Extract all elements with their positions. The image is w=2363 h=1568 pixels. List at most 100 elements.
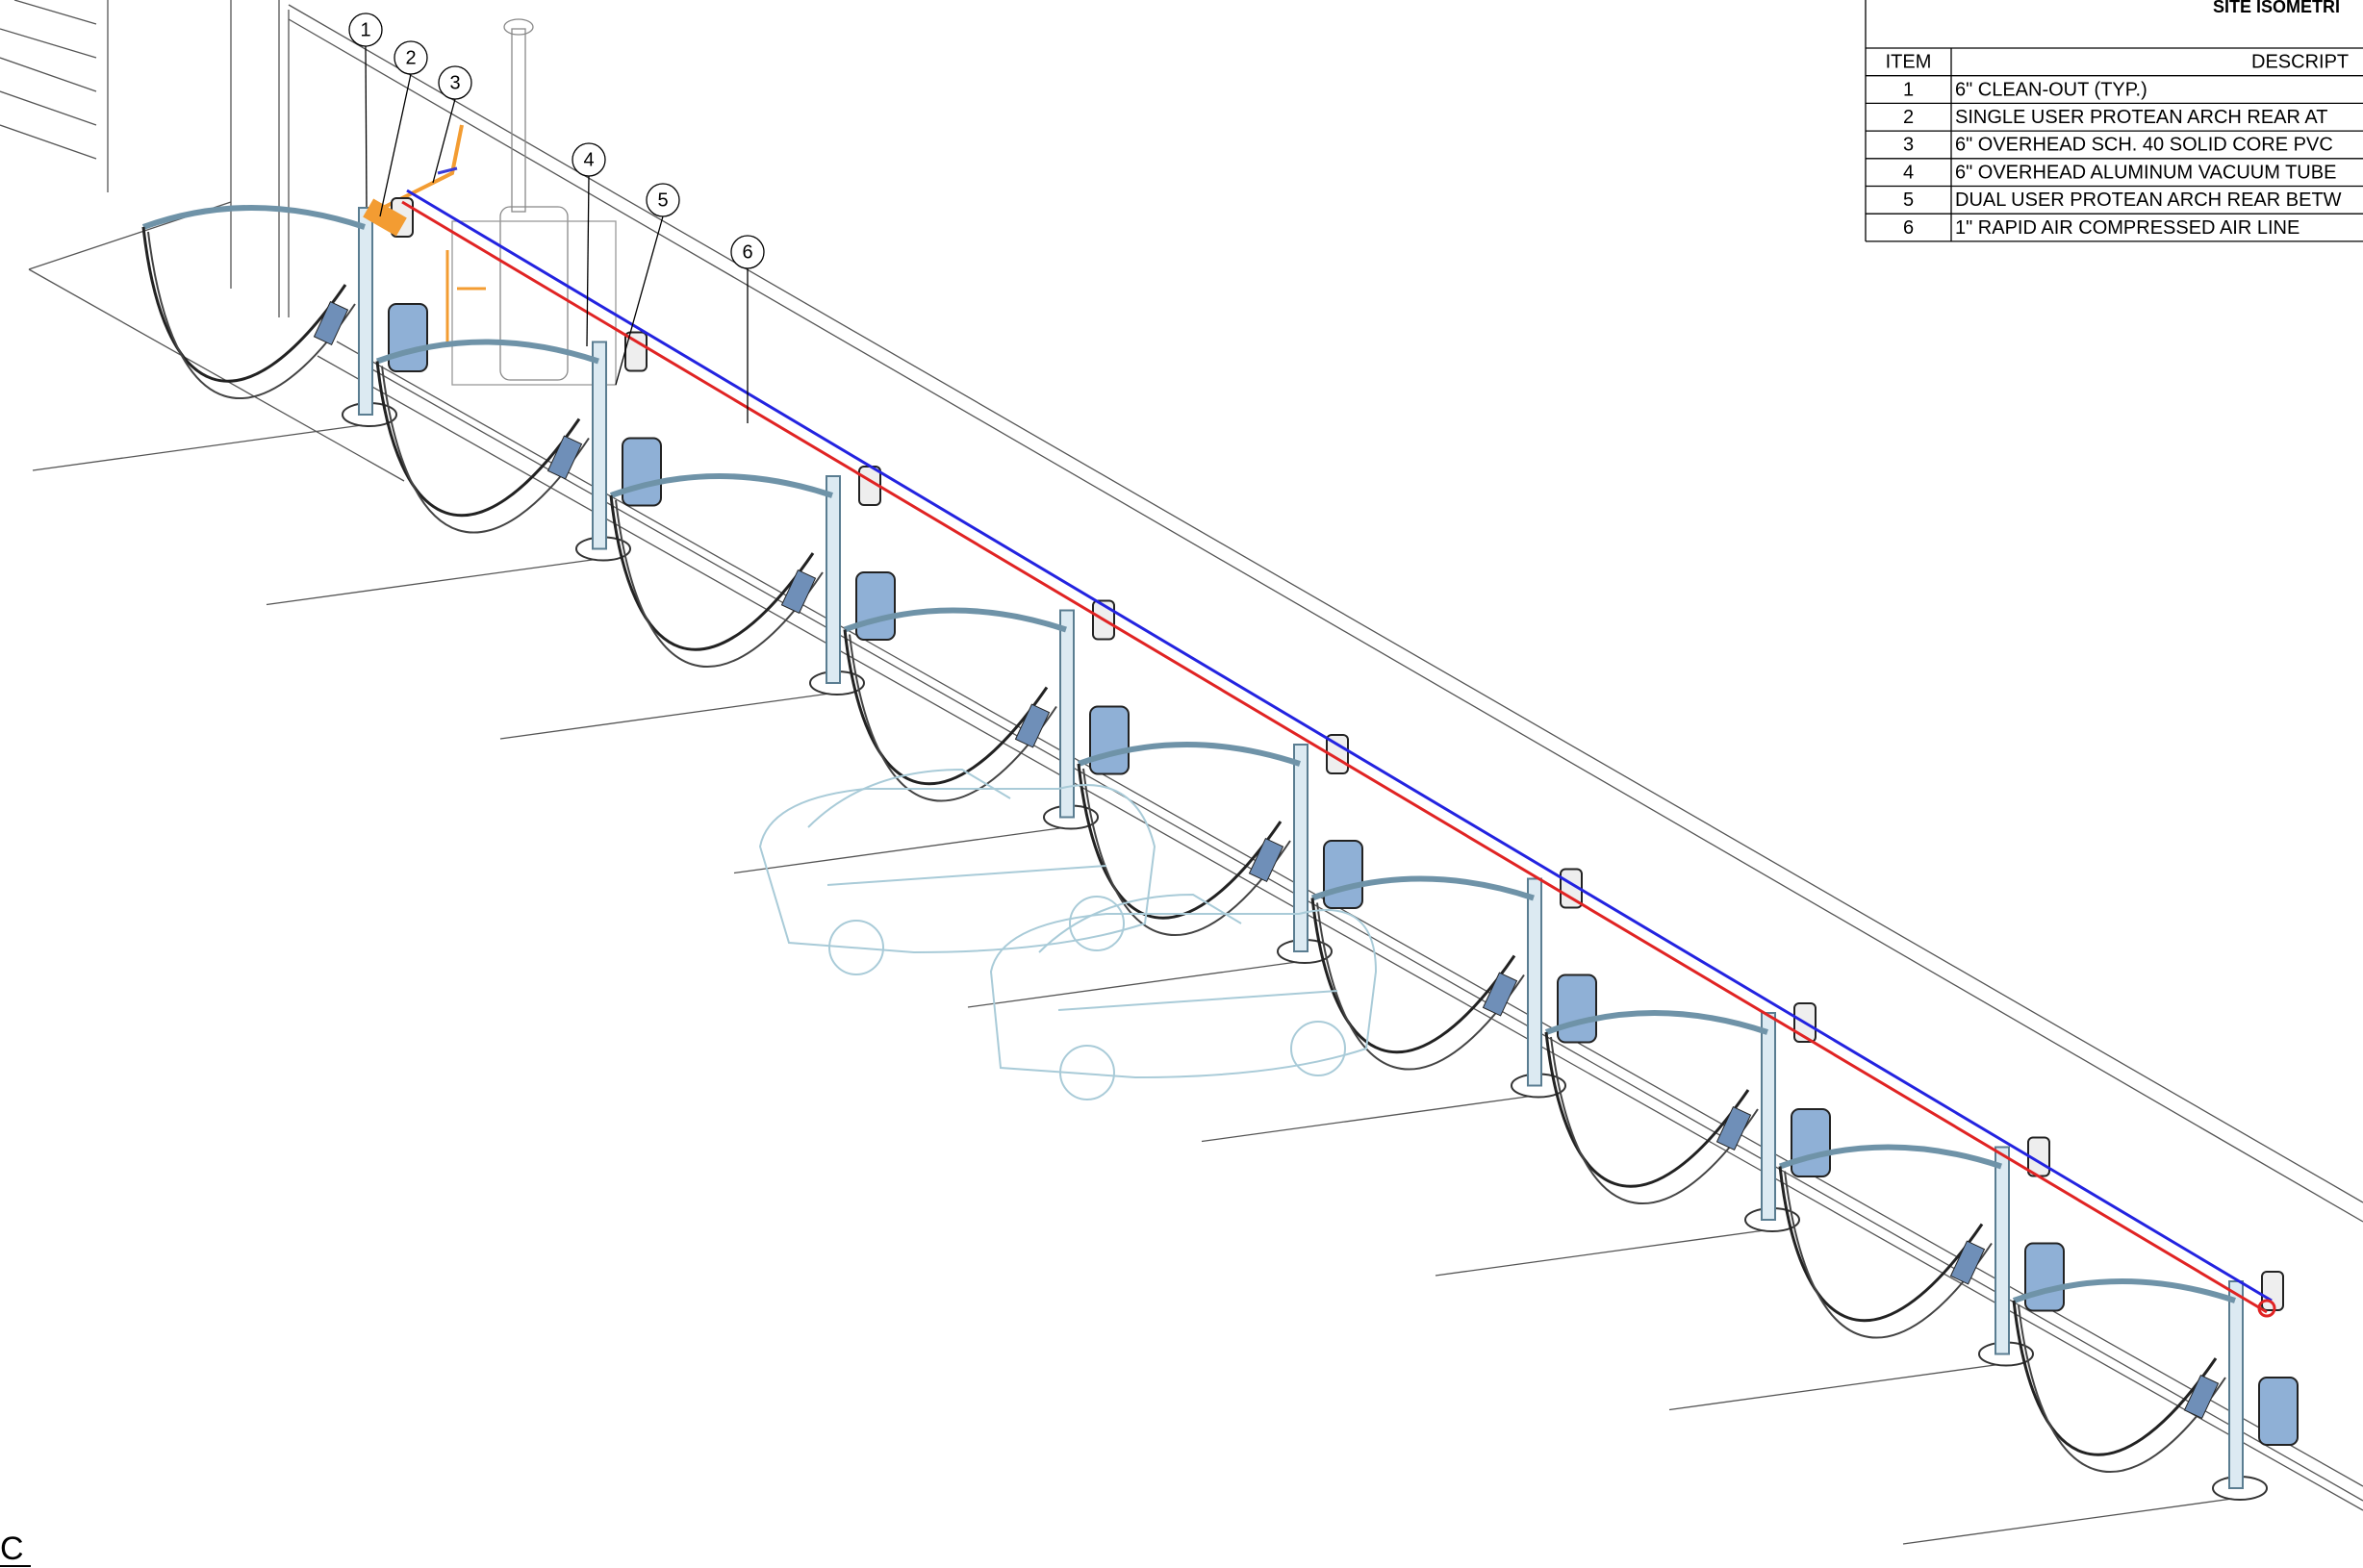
- hose: [141, 226, 347, 383]
- legend-table: SITE ISOMETRI ITEM DESCRIPT 1 6" CLEAN-OUT (…: [1865, 0, 2363, 242]
- separator: [1326, 734, 1349, 774]
- arch: [1310, 875, 1535, 901]
- callout-number: 3: [449, 72, 460, 93]
- vacuum-tube: [406, 189, 2273, 1302]
- pipe-end: [2257, 1299, 2276, 1318]
- post: [1995, 1146, 2010, 1355]
- hose: [1550, 1036, 1759, 1204]
- post: [1761, 1012, 1776, 1221]
- vent: [1482, 972, 1518, 1017]
- hose: [1316, 902, 1525, 1071]
- canister: [855, 571, 896, 641]
- item-number: 6: [1903, 217, 1914, 239]
- item-number: 2: [1903, 107, 1914, 128]
- canister: [388, 303, 428, 372]
- vent: [546, 435, 583, 480]
- arch: [1778, 1144, 2002, 1170]
- post: [358, 207, 373, 416]
- item-number: 1: [1903, 79, 1914, 100]
- canister: [1323, 840, 1363, 909]
- arch: [609, 473, 833, 498]
- vent: [1715, 1105, 1752, 1151]
- hose: [147, 231, 356, 399]
- table-title: SITE ISOMETRI: [2213, 0, 2340, 16]
- leader: [432, 98, 456, 184]
- leader: [586, 175, 590, 347]
- canister: [622, 437, 662, 507]
- hose: [609, 494, 815, 651]
- pipes: [363, 189, 2276, 1318]
- item-description: SINGLE USER PROTEAN ARCH REAR AT: [1955, 107, 2328, 128]
- hose: [2018, 1304, 2226, 1473]
- vacuum-stations: [32, 197, 2299, 1545]
- item-number: 3: [1903, 135, 1914, 156]
- callout-bubble: [572, 142, 606, 177]
- item-number: 5: [1903, 190, 1914, 211]
- arch: [1077, 742, 1301, 767]
- canister: [2258, 1377, 2299, 1446]
- item-number: 4: [1903, 162, 1914, 183]
- arch: [1544, 1010, 1768, 1035]
- hose: [381, 366, 590, 534]
- arch: [141, 205, 366, 230]
- vent: [313, 300, 349, 346]
- callout-bubble: [438, 65, 472, 100]
- hose: [1784, 1171, 1993, 1339]
- hose: [1310, 898, 1516, 1054]
- callout-number: 5: [657, 190, 668, 211]
- parking-stripe: [733, 826, 1064, 874]
- callout-bubble: [730, 235, 765, 269]
- leader: [615, 215, 664, 386]
- callout-bubble: [646, 183, 680, 217]
- callout-number: 2: [405, 47, 416, 68]
- arch: [843, 607, 1067, 633]
- callout-number: 6: [742, 241, 752, 263]
- leader: [379, 73, 412, 217]
- item-description: 6" OVERHEAD SCH. 40 SOLID CORE PVC: [1955, 135, 2333, 156]
- canister: [1791, 1108, 1831, 1177]
- canister: [1557, 974, 1597, 1044]
- clean-out: [363, 198, 407, 237]
- hose: [849, 634, 1057, 802]
- callout-bubble: [348, 13, 383, 47]
- leader: [365, 45, 368, 208]
- item-description: DUAL USER PROTEAN ARCH REAR BETW: [1955, 190, 2342, 211]
- vent: [780, 569, 817, 615]
- callout-bubble: [394, 40, 428, 75]
- parking-stripe: [499, 693, 830, 740]
- hose: [1082, 768, 1291, 936]
- callouts: 1 2 3 4 5 6: [348, 13, 765, 423]
- hose: [843, 629, 1049, 786]
- parking-stripe: [266, 558, 597, 606]
- post: [826, 475, 841, 684]
- post: [1293, 744, 1309, 952]
- callout-number: 4: [583, 149, 594, 170]
- parking-stripe: [967, 961, 1298, 1008]
- post: [1059, 609, 1075, 819]
- parking-stripe: [32, 424, 363, 471]
- item-description: 6" OVERHEAD ALUMINUM VACUUM TUBE: [1955, 162, 2336, 183]
- parking-stripe: [1902, 1498, 2233, 1545]
- vent: [2183, 1374, 2220, 1420]
- arch: [2012, 1278, 2236, 1303]
- item-description: 6" CLEAN-OUT (TYP.): [1955, 79, 2147, 100]
- parking-stripe: [1668, 1363, 1999, 1411]
- canister: [2024, 1242, 2065, 1312]
- table-header: DESCRIPT: [2251, 52, 2349, 73]
- callout-number: 1: [360, 19, 370, 40]
- hose: [2012, 1300, 2218, 1456]
- table-header: ITEM: [1886, 52, 1932, 73]
- arch: [375, 339, 599, 365]
- post: [1527, 877, 1542, 1087]
- hose: [1077, 763, 1283, 920]
- parking-stripe: [1201, 1095, 1532, 1143]
- hose: [615, 499, 824, 668]
- view-label: C: [0, 1530, 24, 1567]
- post: [2228, 1280, 2244, 1489]
- hose: [375, 361, 581, 518]
- air-line: [401, 200, 2268, 1314]
- hose: [1778, 1166, 1984, 1323]
- post: [592, 341, 607, 550]
